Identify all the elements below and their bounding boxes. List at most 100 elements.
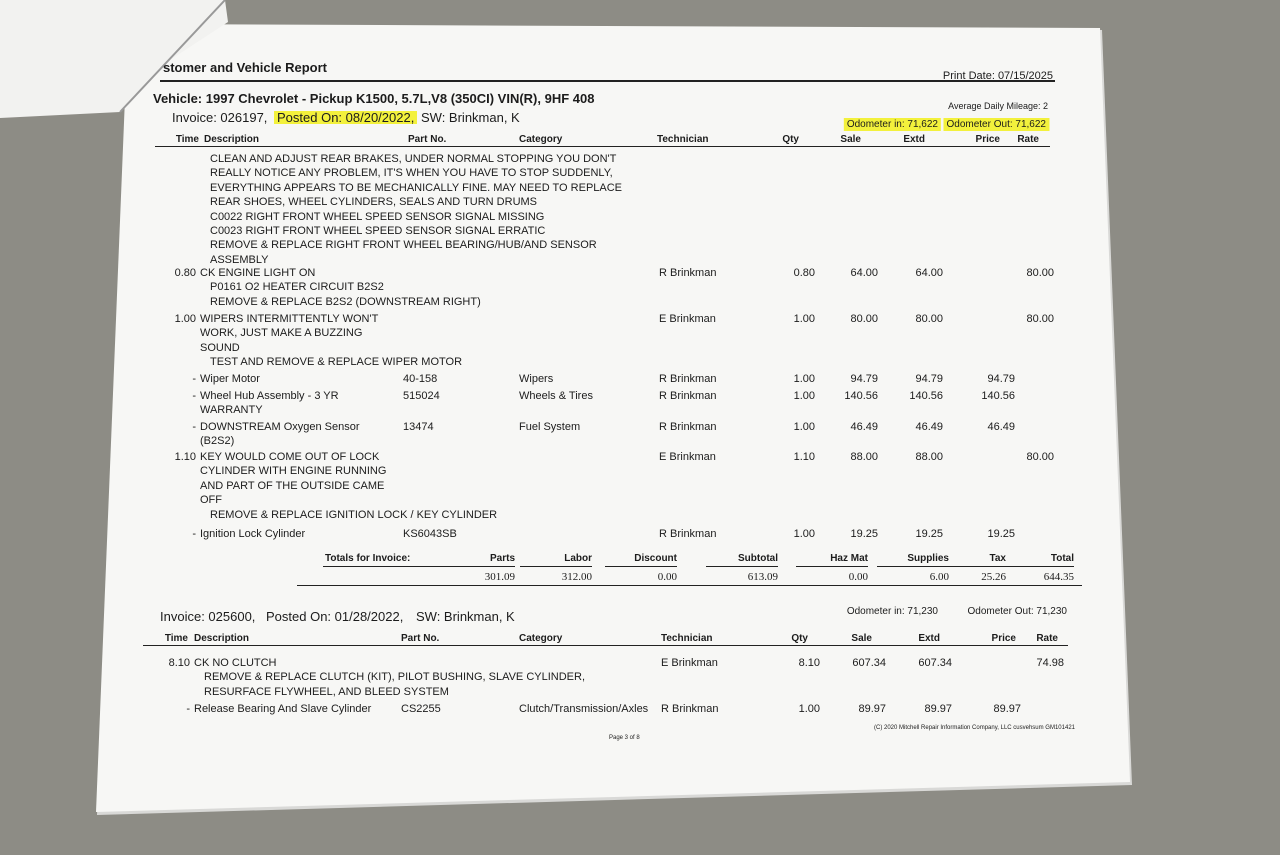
cell-time: 1.00: [174, 313, 196, 325]
cell-qty: 1.00: [793, 373, 815, 385]
rule: [796, 566, 868, 567]
cell-part: CS2255: [401, 703, 441, 715]
description-line: Wheel Hub Assembly - 3 YR: [200, 390, 339, 402]
description-line: Release Bearing And Slave Cylinder: [194, 703, 372, 715]
odometer-out: Odometer Out: 71,622: [943, 118, 1049, 131]
column-header: Sale: [840, 134, 861, 145]
note-line: C0023 RIGHT FRONT WHEEL SPEED SENSOR SIG…: [210, 225, 546, 237]
posted-on: Posted On: 01/28/2022,: [266, 609, 404, 624]
cell-category: Wheels & Tires: [519, 390, 593, 402]
description-line: WIPERS INTERMITTENTLY WON'T: [200, 313, 379, 325]
rule: [323, 566, 448, 567]
column-header: Time: [175, 134, 199, 145]
page-number: Page 3 of 8: [609, 735, 640, 741]
cell-qty: 1.00: [793, 313, 815, 325]
cell-sale: 140.56: [844, 390, 878, 402]
cell-qty: 0.80: [793, 267, 815, 279]
totals-header: Total: [1050, 553, 1074, 564]
cell-price: 89.97: [993, 703, 1021, 715]
cell-part: 515024: [403, 390, 440, 402]
totals-header: Supplies: [907, 553, 949, 564]
cell-technician: R Brinkman: [659, 528, 717, 540]
cell-part: KS6043SB: [403, 528, 457, 540]
cell-time: 0.80: [174, 267, 196, 279]
description-line: CK NO CLUTCH: [194, 657, 277, 669]
print-date: Print Date: 07/15/2025: [942, 70, 1053, 82]
description-line: WARRANTY: [200, 404, 263, 417]
description-line: AND PART OF THE OUTSIDE CAME: [200, 479, 385, 492]
column-header: Price: [991, 633, 1016, 644]
cell-sale: 64.00: [850, 267, 878, 279]
rule: [877, 566, 949, 567]
description-line: SOUND: [200, 341, 240, 354]
cell-qty: 1.00: [793, 421, 815, 433]
column-header: Time: [164, 633, 188, 644]
note-line: P0161 O2 HEATER CIRCUIT B2S2: [210, 281, 384, 294]
note-line: EVERYTHING APPEARS TO BE MECHANICALLY FI…: [210, 181, 623, 194]
description-line: Ignition Lock Cylinder: [200, 528, 306, 540]
rule: [934, 566, 1006, 567]
cell-qty: 1.00: [793, 390, 815, 402]
report-title: stomer and Vehicle Report: [163, 60, 327, 75]
description-line: Wiper Motor: [200, 373, 260, 385]
cell-category: Wipers: [519, 373, 554, 385]
cell-part: 40-158: [403, 373, 438, 385]
cell-sale: 80.00: [850, 313, 878, 325]
cell-sale: 607.34: [852, 657, 886, 669]
cell-sale: 46.49: [850, 421, 878, 433]
description-line: KEY WOULD COME OUT OF LOCK: [200, 451, 380, 463]
description-line: (B2S2): [200, 435, 235, 448]
column-header: Qty: [782, 134, 799, 145]
note-line: TEST AND REMOVE & REPLACE WIPER MOTOR: [210, 356, 463, 369]
cell-time: -: [192, 421, 196, 433]
column-header: Category: [519, 134, 563, 145]
cell-time: 8.10: [168, 657, 190, 669]
column-header: Rate: [1036, 633, 1058, 644]
cell-extd: 89.97: [924, 703, 952, 715]
cell-price: 140.56: [981, 390, 1015, 402]
cell-sale: 89.97: [858, 703, 886, 715]
rule: [443, 566, 515, 567]
note-line: REALLY NOTICE ANY PROBLEM, IT'S WHEN YOU…: [210, 167, 613, 180]
column-header: Part No.: [401, 633, 440, 644]
invoice-number: Invoice: 025600,: [160, 609, 256, 624]
note-line: CLEAN AND ADJUST REAR BRAKES, UNDER NORM…: [210, 153, 617, 165]
description-line: CYLINDER WITH ENGINE RUNNING: [200, 465, 387, 478]
column-header: Technician: [661, 633, 713, 644]
column-header: Part No.: [408, 134, 447, 145]
cell-sale: 88.00: [850, 451, 878, 463]
cell-time: -: [192, 373, 196, 385]
totals-header: Tax: [989, 553, 1007, 564]
avg-mileage: Average Daily Mileage: 2: [948, 101, 1048, 111]
rule: [1002, 566, 1074, 567]
cell-extd: 19.25: [915, 528, 943, 540]
cell-extd: 94.79: [915, 373, 943, 385]
cell-category: Fuel System: [519, 421, 581, 433]
cell-extd: 64.00: [915, 267, 943, 279]
rule: [520, 566, 592, 567]
column-header: Sale: [851, 633, 872, 644]
cell-category: Clutch/Transmission/Axles: [519, 703, 649, 715]
column-header: Description: [204, 134, 260, 145]
totals-value: 613.09: [747, 571, 778, 583]
description-line: OFF: [200, 494, 222, 507]
cell-sale: 19.25: [850, 528, 878, 540]
cell-price: 94.79: [987, 373, 1015, 385]
totals-value: 301.09: [484, 571, 515, 583]
description-line: DOWNSTREAM Oxygen Sensor: [200, 421, 360, 433]
flap-edge: [119, 0, 226, 113]
cell-rate: 80.00: [1026, 267, 1054, 279]
column-header: Price: [975, 134, 1000, 145]
column-header: Technician: [657, 134, 709, 145]
totals-header: Haz Mat: [830, 553, 868, 564]
cell-rate: 80.00: [1026, 313, 1054, 325]
service-writer: SW: Brinkman, K: [421, 110, 520, 125]
odometer-out: Odometer Out: 71,230: [967, 606, 1067, 617]
totals-header: Parts: [489, 553, 515, 564]
cell-technician: R Brinkman: [659, 373, 717, 385]
cell-technician: R Brinkman: [661, 703, 719, 715]
rule: [706, 566, 778, 567]
totals-value: 0.00: [657, 571, 677, 583]
totals-header: Discount: [634, 553, 677, 564]
